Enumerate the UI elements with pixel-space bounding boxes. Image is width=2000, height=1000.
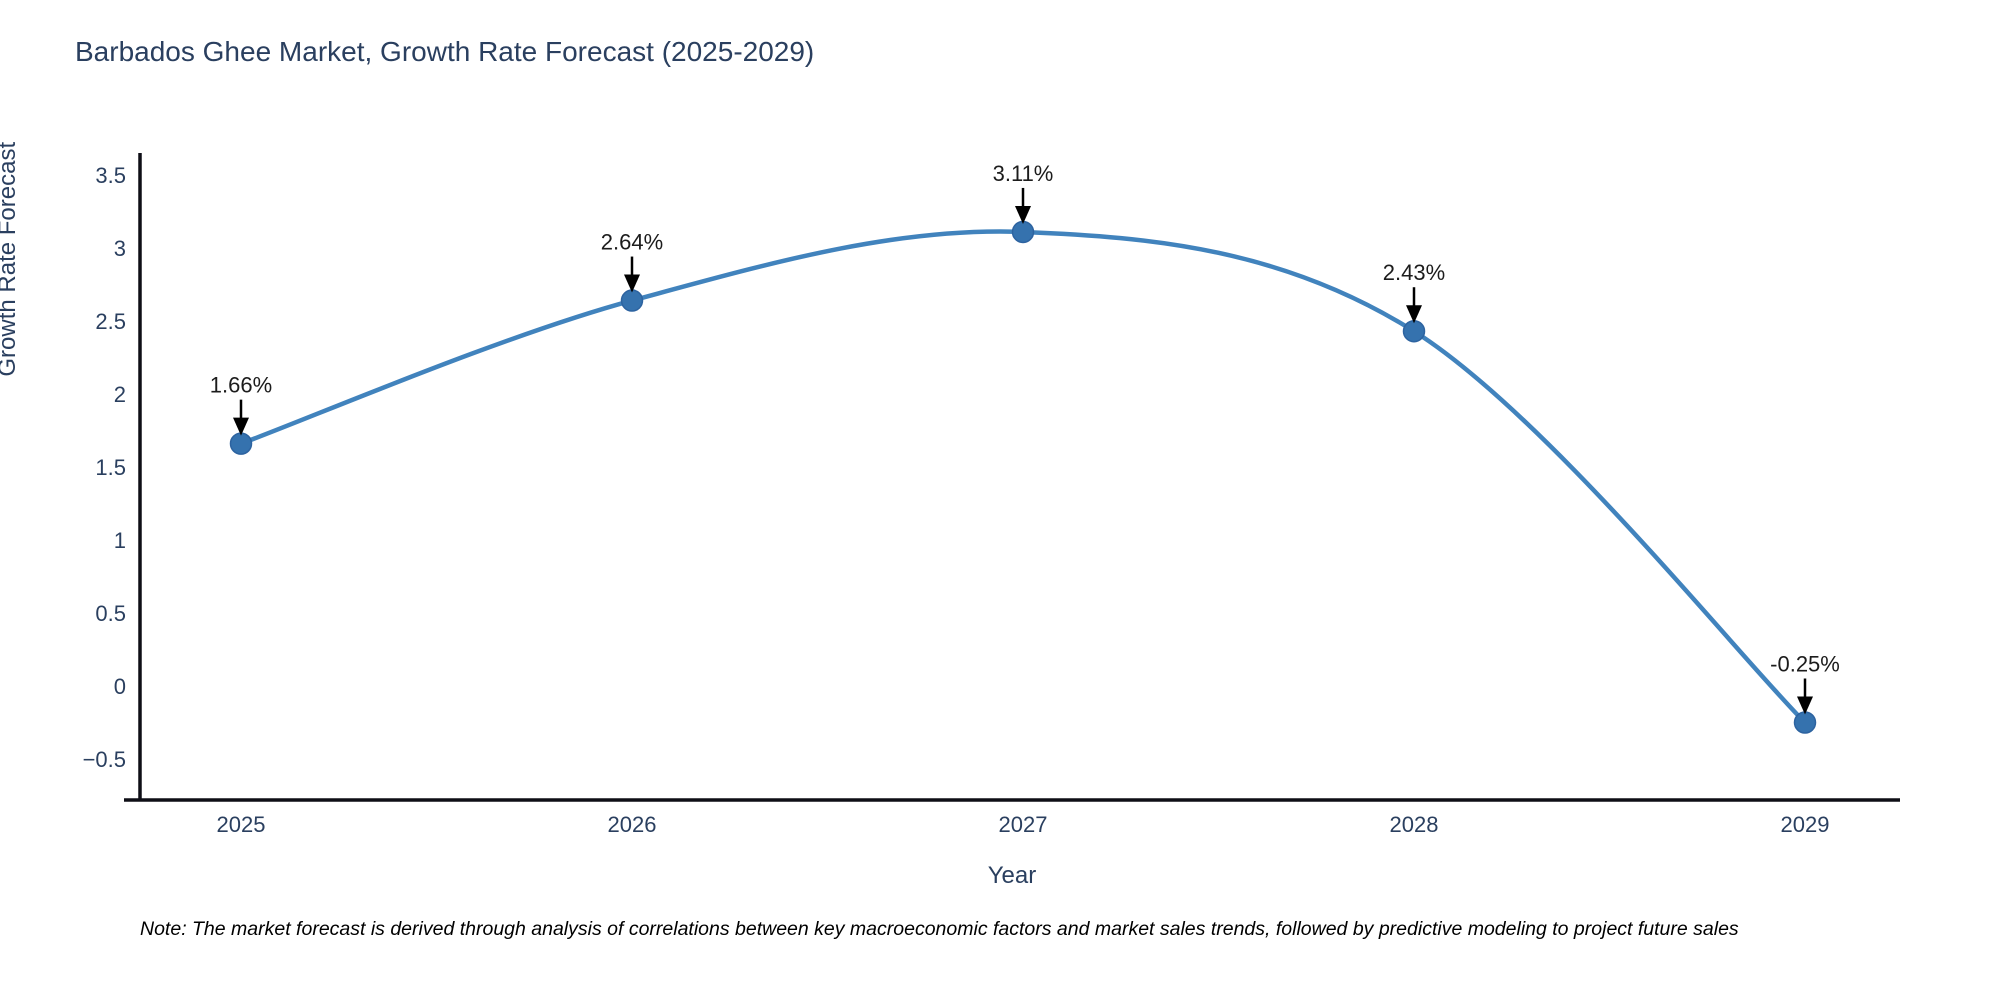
y-axis-tick-label: 1 (114, 528, 126, 553)
chart-title: Barbados Ghee Market, Growth Rate Foreca… (75, 36, 815, 67)
y-axis-title: Growth Rate Forecast (0, 141, 21, 377)
annotation-arrow-head (1797, 696, 1813, 715)
y-axis-tick-label: 0 (114, 674, 126, 699)
forecast-line (240, 229, 1807, 725)
annotation-arrow-head (624, 274, 640, 293)
data-point-label: 2.64% (601, 230, 663, 255)
annotation-arrow-head (1406, 305, 1422, 324)
data-point-marker[interactable] (620, 289, 644, 312)
x-axis-tick-label: 2028 (1390, 812, 1439, 837)
y-axis-tick-label: 3 (114, 236, 126, 261)
data-point-marker[interactable] (1402, 319, 1426, 343)
x-axis-tick-label: 2027 (999, 812, 1048, 837)
annotation-arrow-head (233, 417, 249, 436)
y-axis-tick-label: −0.5 (83, 747, 126, 772)
data-point-label: -0.25% (1770, 652, 1840, 677)
data-point-label: 2.43% (1383, 260, 1445, 285)
annotation-arrow-head (1015, 205, 1031, 224)
data-point-label: 3.11% (993, 161, 1054, 186)
data-point-marker[interactable] (229, 432, 253, 455)
y-axis-tick-label: 0.5 (95, 601, 126, 626)
chart-footnote: Note: The market forecast is derived thr… (140, 918, 1739, 940)
x-axis-tick-label: 2029 (1781, 812, 1830, 837)
data-point-marker[interactable] (1793, 711, 1817, 734)
y-axis-tick-label: 2 (114, 382, 126, 407)
x-axis-tick-label: 2025 (217, 812, 266, 837)
y-axis-tick-label: 1.5 (95, 455, 126, 480)
data-point-marker[interactable] (1011, 220, 1035, 244)
x-axis-title: Year (987, 862, 1037, 889)
data-point-label: 1.66% (210, 373, 272, 398)
y-axis-tick-label: 2.5 (95, 309, 126, 334)
x-axis-tick-label: 2026 (608, 812, 657, 837)
y-axis-tick-label: 3.5 (95, 163, 126, 188)
